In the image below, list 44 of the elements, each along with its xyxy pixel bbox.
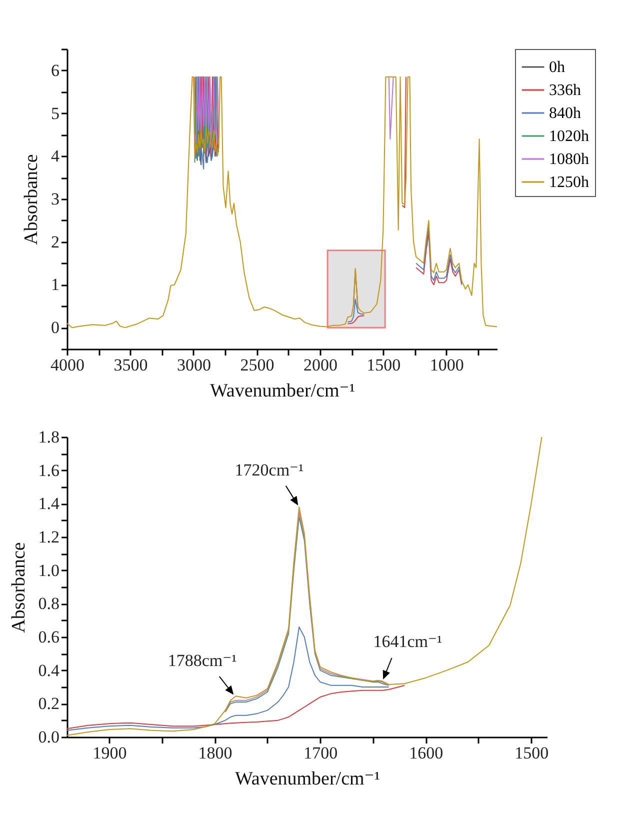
line-series	[67, 684, 406, 730]
y-tick-label: 1.6	[38, 460, 60, 480]
legend-label: 1080h	[549, 151, 589, 168]
y-tick-label: 6	[51, 60, 60, 80]
y-tick-label: 1.0	[38, 560, 60, 580]
x-tick-label: 1900	[92, 744, 127, 762]
x-tick-label: 4000	[50, 356, 84, 374]
x-tick-label: 1600	[409, 744, 444, 762]
line-series	[67, 76, 497, 328]
x-tick-label: 1800	[198, 744, 232, 762]
y-axis-title: Absorbance	[21, 154, 42, 245]
x-tick-label: 1700	[304, 744, 338, 762]
y-tick-label: 0.2	[38, 694, 60, 714]
y-tick-label: 1.2	[38, 528, 60, 546]
annotation: 1788cm⁻¹	[168, 651, 237, 670]
legend-label: 0h	[549, 59, 565, 76]
x-tick-label: 3500	[114, 356, 148, 374]
annotation: 1641cm⁻¹	[373, 632, 442, 652]
x-axis-title: Wavenumber/cm⁻¹	[210, 380, 356, 402]
y-tick-label: 0.0	[38, 728, 60, 746]
y-tick-label: 0.6	[38, 628, 60, 646]
x-tick-label: 1500	[514, 744, 549, 762]
legend-label: 840h	[549, 105, 581, 122]
x-tick-label: 1500	[366, 356, 401, 374]
y-tick-label: 0	[51, 318, 60, 338]
y-tick-label: 1.8	[38, 428, 60, 446]
legend-label: 1250h	[549, 174, 589, 191]
y-tick-label: 3	[51, 190, 60, 208]
x-tick-label: 3000	[176, 356, 211, 374]
legend-label: 336h	[549, 82, 581, 99]
y-tick-label: 2	[51, 232, 60, 252]
x-tick-label: 1000	[430, 356, 464, 374]
y-tick-label: 5	[51, 104, 60, 123]
legend-label: 1020h	[549, 128, 589, 145]
y-tick-label: 1	[51, 275, 60, 294]
y-axis-title: Absorbance	[8, 542, 30, 633]
x-axis-title: Wavenumber/cm⁻¹	[234, 768, 380, 790]
y-tick-label: 1.4	[38, 494, 60, 514]
y-tick-label: 0.8	[38, 594, 60, 614]
x-tick-label: 2500	[240, 356, 274, 374]
y-tick-label: 4	[51, 146, 60, 166]
y-tick-label: 0.4	[38, 660, 60, 680]
x-tick-label: 2000	[303, 356, 338, 374]
annotation: 1720cm⁻¹	[234, 460, 304, 480]
